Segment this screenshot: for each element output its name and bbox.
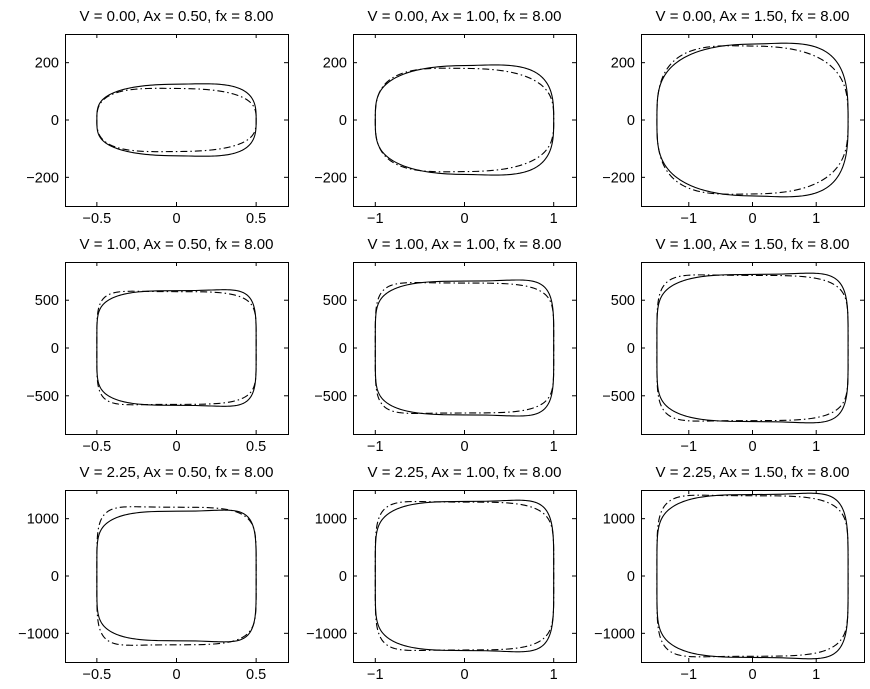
subplot-9: V = 2.25, Ax = 1.50, fx = 8.00 −1 0 1 −1000 0…: [594, 464, 865, 683]
y-tick-label: −1000: [594, 626, 635, 642]
y-tick-label: 0: [51, 113, 59, 129]
y-tick-label: 500: [35, 293, 59, 309]
y-tick-label: 0: [627, 341, 635, 357]
x-tick-label: −0.5: [83, 439, 112, 455]
series-dashdot-line: [656, 274, 849, 422]
x-tick-label: 0: [172, 439, 180, 455]
subplot-3: V = 0.00, Ax = 1.50, fx = 8.00 −1 0 1 −200 0 2…: [602, 8, 865, 227]
y-tick-label: 200: [611, 56, 635, 72]
subplot-7: V = 2.25, Ax = 0.50, fx = 8.00 −0.5 0 0.5 −1…: [18, 464, 289, 683]
y-tick-label: −1000: [18, 626, 59, 642]
axes-box: [65, 490, 289, 663]
series-dashdot-line: [374, 67, 555, 173]
series-solid-line: [96, 83, 257, 157]
x-tick-label: −1: [681, 439, 698, 455]
y-tick-label: 0: [339, 113, 347, 129]
subplot-title: V = 0.00, Ax = 0.50, fx = 8.00: [80, 8, 274, 25]
y-tick-label: 0: [51, 341, 59, 357]
y-tick-label: 1000: [603, 512, 635, 528]
y-tick-label: −200: [26, 170, 59, 186]
y-tick-label: −500: [602, 389, 635, 405]
axes-box: [65, 34, 289, 207]
subplot-title: V = 2.25, Ax = 0.50, fx = 8.00: [80, 464, 274, 481]
series-solid-line: [96, 289, 257, 407]
subplot-title: V = 0.00, Ax = 1.00, fx = 8.00: [368, 8, 562, 25]
x-tick-label: 1: [812, 667, 820, 683]
x-tick-label: 0: [748, 211, 756, 227]
x-tick-label: 0: [460, 211, 468, 227]
subplot-title: V = 1.00, Ax = 1.00, fx = 8.00: [368, 236, 562, 253]
x-tick-label: 0: [172, 667, 180, 683]
x-tick-label: 0.5: [246, 667, 266, 683]
y-tick-label: 0: [339, 569, 347, 585]
subplot-title: V = 1.00, Ax = 0.50, fx = 8.00: [80, 236, 274, 253]
y-tick-label: 1000: [27, 512, 59, 528]
x-tick-label: 1: [812, 211, 820, 227]
subplot-title: V = 2.25, Ax = 1.00, fx = 8.00: [368, 464, 562, 481]
subplot-5: V = 1.00, Ax = 1.00, fx = 8.00 −1 0 1 −500 0 5…: [314, 236, 577, 455]
series-solid-line: [374, 499, 555, 653]
x-tick-label: 0.5: [246, 439, 266, 455]
x-tick-label: −1: [681, 211, 698, 227]
y-tick-label: 500: [323, 293, 347, 309]
series-dashdot-line: [96, 506, 257, 646]
x-tick-label: −1: [367, 667, 384, 683]
x-tick-label: −0.5: [83, 211, 112, 227]
x-tick-label: −1: [367, 211, 384, 227]
axes-box: [641, 490, 865, 663]
x-tick-label: 0: [748, 439, 756, 455]
x-tick-label: 0: [748, 667, 756, 683]
axes-box: [65, 262, 289, 435]
y-tick-label: −500: [26, 389, 59, 405]
subplot-1: V = 0.00, Ax = 0.50, fx = 8.00 −0.5 0 0.5 −2…: [26, 8, 289, 227]
series-dashdot-line: [96, 87, 257, 153]
y-tick-label: −500: [314, 389, 347, 405]
x-tick-label: 0: [172, 211, 180, 227]
x-tick-label: 1: [550, 439, 558, 455]
x-tick-label: −1: [367, 439, 384, 455]
series-solid-line: [374, 279, 555, 417]
y-tick-label: −200: [602, 170, 635, 186]
x-tick-label: −1: [681, 667, 698, 683]
series-solid-line: [656, 272, 849, 424]
y-tick-label: 200: [35, 56, 59, 72]
axes-box: [641, 34, 865, 207]
x-tick-label: −0.5: [83, 667, 112, 683]
subplot-6: V = 1.00, Ax = 1.50, fx = 8.00 −1 0 1 −500 0 5…: [602, 236, 865, 455]
y-tick-label: 0: [627, 569, 635, 585]
axes-box: [353, 34, 577, 207]
y-tick-label: 0: [51, 569, 59, 585]
y-tick-label: 0: [627, 113, 635, 129]
y-tick-label: −200: [314, 170, 347, 186]
subplot-4: V = 1.00, Ax = 0.50, fx = 8.00 −0.5 0 0.5 −5…: [26, 236, 289, 455]
subplot-2: V = 0.00, Ax = 1.00, fx = 8.00 −1 0 1 −200 0 2…: [314, 8, 577, 227]
y-tick-label: 500: [611, 293, 635, 309]
subplot-title: V = 1.00, Ax = 1.50, fx = 8.00: [656, 236, 850, 253]
series-dashdot-line: [374, 282, 555, 414]
y-tick-label: 0: [339, 341, 347, 357]
series-solid-line: [374, 64, 555, 176]
y-tick-label: 200: [323, 56, 347, 72]
series-dashdot-line: [656, 45, 849, 195]
x-tick-label: 1: [812, 439, 820, 455]
series-dashdot-line: [656, 494, 849, 658]
subplot-title: V = 2.25, Ax = 1.50, fx = 8.00: [656, 464, 850, 481]
axes-box: [641, 262, 865, 435]
x-tick-label: 0: [460, 439, 468, 455]
x-tick-label: 1: [550, 211, 558, 227]
series-solid-line: [656, 42, 849, 198]
y-tick-label: −1000: [306, 626, 347, 642]
y-tick-label: 1000: [315, 512, 347, 528]
x-tick-label: 1: [550, 667, 558, 683]
series-solid-line: [656, 492, 849, 660]
subplot-title: V = 0.00, Ax = 1.50, fx = 8.00: [656, 8, 850, 25]
series-dashdot-line: [374, 500, 555, 652]
x-tick-label: 0: [460, 667, 468, 683]
series-solid-line: [96, 509, 257, 643]
series-dashdot-line: [96, 290, 257, 406]
subplot-8: V = 2.25, Ax = 1.00, fx = 8.00 −1 0 1 −1000 0…: [306, 464, 577, 683]
x-tick-label: 0.5: [246, 211, 266, 227]
